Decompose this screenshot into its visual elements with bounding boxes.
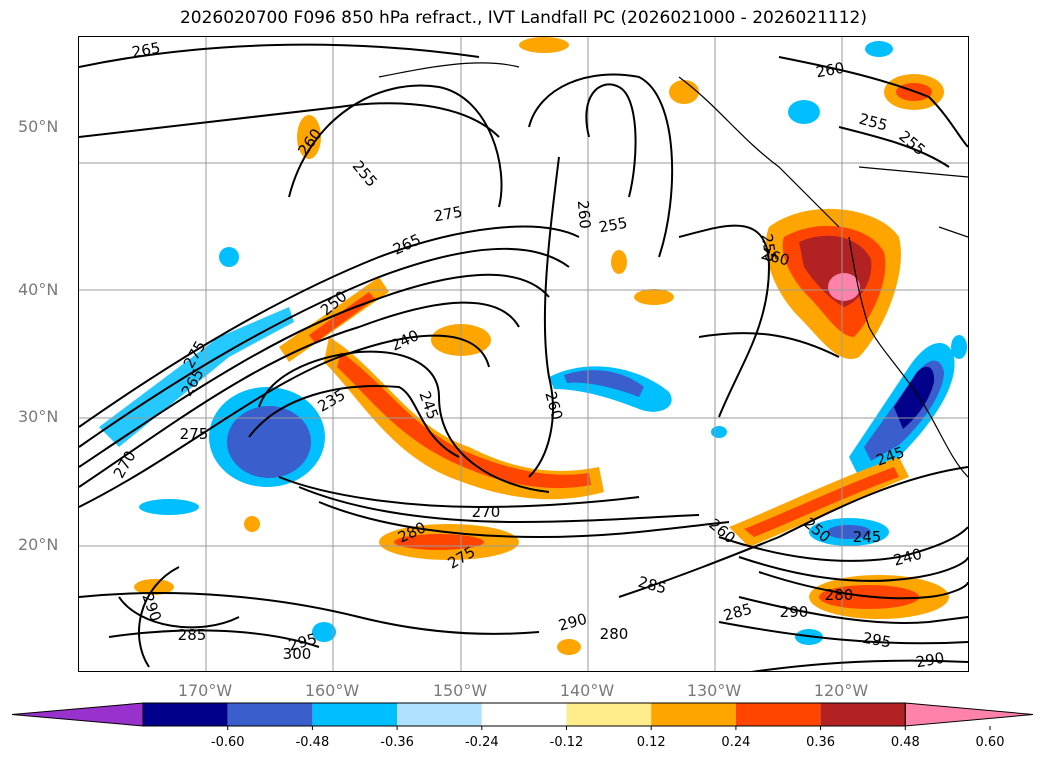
colorbar-extend-high — [904, 702, 1034, 727]
contour-label: 300 — [283, 645, 312, 663]
contour-label: 235 — [315, 386, 349, 416]
contour-label: 295 — [861, 629, 892, 652]
colorbar-tick-label: 0.60 — [976, 735, 1005, 750]
colorbar-tick-label: 0.48 — [891, 735, 920, 750]
contour-label: 265 — [390, 230, 424, 258]
colorbar-swatch — [481, 703, 567, 726]
contour-label: 280 — [825, 586, 854, 604]
contour-label: 260 — [574, 200, 594, 230]
colorbar-tick-label: 0.12 — [637, 735, 666, 750]
colorbar-extend-low — [11, 702, 144, 727]
coastline — [378, 62, 969, 478]
colorbar-tick-label: 0.36 — [806, 735, 835, 750]
colorbar-swatch — [651, 703, 736, 726]
contour-label: 260 — [814, 59, 845, 82]
contour-label: 260 — [541, 390, 566, 422]
lon-label-140w: 140°W — [559, 681, 615, 700]
contour-label: 275 — [180, 425, 209, 443]
colorbar-swatch — [820, 703, 906, 726]
colorbar-swatch — [227, 703, 313, 726]
graticule — [79, 37, 968, 671]
contour-label: 240 — [388, 326, 422, 354]
colorbar-swatch — [312, 703, 398, 726]
chart-title: 2026020700 F096 850 hPa refract., IVT La… — [179, 8, 867, 28]
contour-label: 240 — [892, 545, 924, 570]
lon-label-160w: 160°W — [304, 681, 360, 700]
anomaly-shading — [99, 37, 967, 655]
colorbar-tick-label: -0.24 — [465, 735, 499, 750]
lon-label-120w: 120°W — [813, 681, 869, 700]
contour-label: 255 — [857, 110, 889, 135]
colorbar-tick-label: -0.48 — [296, 735, 330, 750]
contour-label: 295 — [287, 630, 319, 655]
contour-label: 290 — [138, 591, 165, 624]
colorbar-tick-label: -0.36 — [380, 735, 414, 750]
lon-label-130w: 130°W — [686, 681, 742, 700]
colorbar-swatch — [143, 703, 228, 726]
contour-label: 285 — [722, 600, 754, 625]
contour-label: 285 — [636, 573, 668, 598]
contour-label: 255 — [597, 214, 628, 237]
contour-label: 265 — [130, 39, 161, 62]
lon-label-150w: 150°W — [432, 681, 488, 700]
colorbar: -0.60 -0.48 -0.36 -0.24 -0.12 0.12 0.24 0.36 0.4… — [0, 700, 1047, 765]
contour-label: 290 — [914, 649, 945, 671]
colorbar-swatch — [735, 703, 821, 726]
contour-label: 290 — [780, 603, 809, 621]
contour-label: 280 — [600, 625, 629, 643]
contour-label: 255 — [758, 232, 781, 263]
colorbar-outline — [142, 702, 906, 727]
lat-label-50n: 50°N — [18, 117, 59, 136]
colorbar-tick-label: 0.24 — [721, 735, 750, 750]
contour-label: 290 — [557, 610, 589, 635]
contour-label: 275 — [432, 203, 463, 226]
map-panel: 265 260 255 275 265 250 240 235 245 260 255 260 255 2… — [78, 36, 969, 678]
lon-label-170w: 170°W — [177, 681, 233, 700]
contour-label: 270 — [472, 503, 501, 521]
contour-label: 245 — [853, 528, 882, 546]
lat-label-40n: 40°N — [18, 280, 59, 299]
contour-label: 285 — [178, 626, 207, 644]
colorbar-tick-label: -0.60 — [211, 735, 245, 750]
colorbar-swatch — [397, 703, 482, 726]
colorbar-canvas: -0.60 -0.48 -0.36 -0.24 -0.12 0.12 0.24 0.36 0.4… — [11, 702, 1034, 750]
colorbar-tick-label: -0.12 — [550, 735, 584, 750]
colorbar-swatch — [566, 703, 652, 726]
lat-label-30n: 30°N — [18, 407, 59, 426]
lat-label-20n: 20°N — [18, 535, 59, 554]
contour-label: 255 — [349, 157, 381, 191]
